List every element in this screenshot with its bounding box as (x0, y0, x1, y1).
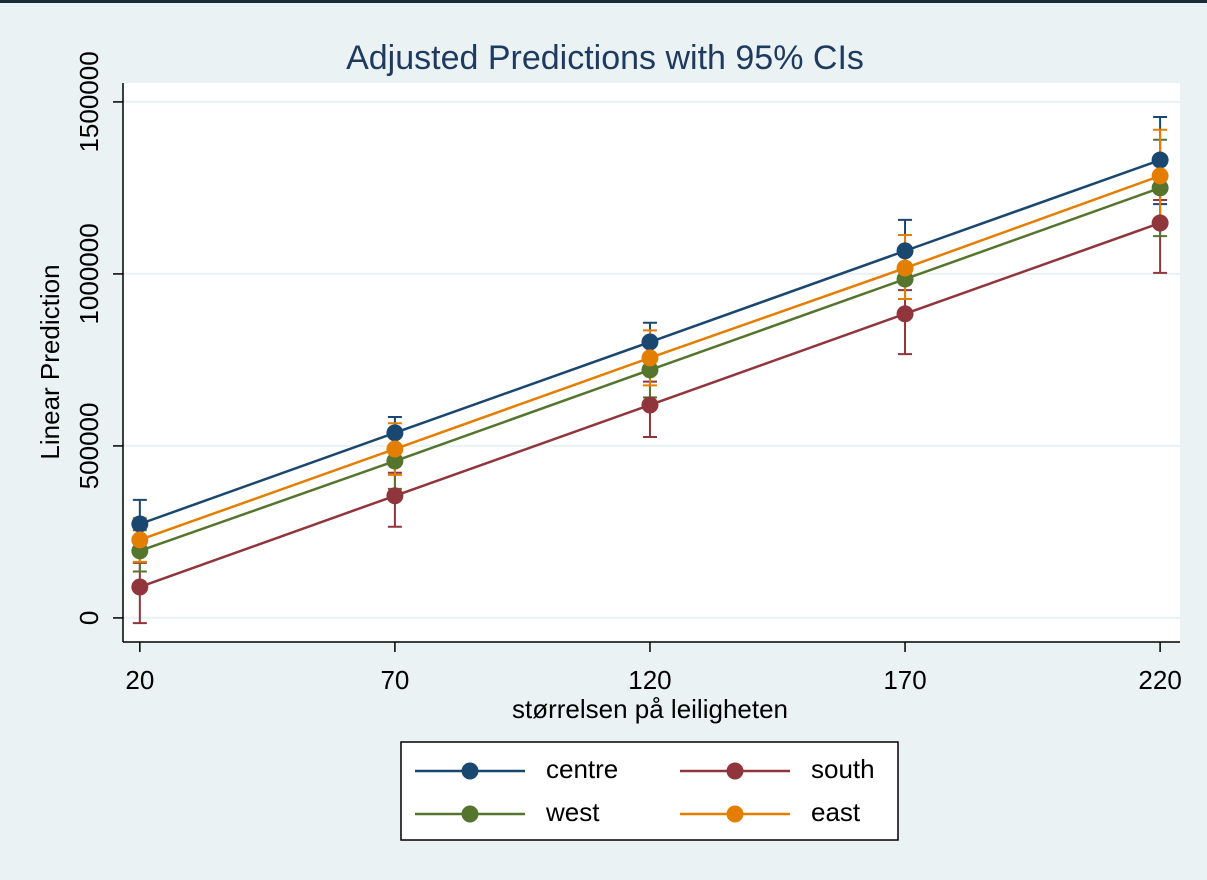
y-tick-label: 1500000 (74, 51, 104, 152)
point (896, 259, 914, 277)
y-axis-label: Linear Prediction (35, 264, 65, 459)
point (131, 515, 149, 533)
point (386, 424, 404, 442)
y-tick-label: 1000000 (74, 223, 104, 324)
legend-marker (726, 805, 744, 823)
legend-label: south (811, 754, 875, 784)
legend-marker (461, 805, 479, 823)
point (386, 440, 404, 458)
point (641, 349, 659, 367)
legend-label: east (811, 797, 861, 827)
point (1151, 179, 1169, 197)
x-tick-label: 170 (883, 665, 926, 695)
point (386, 452, 404, 470)
x-tick-label: 70 (380, 665, 409, 695)
x-tick-label: 120 (628, 665, 671, 695)
point (641, 361, 659, 379)
point (1151, 214, 1169, 232)
y-tick-label: 0 (74, 611, 104, 625)
point (641, 333, 659, 351)
point (131, 531, 149, 549)
legend-marker (726, 762, 744, 780)
point (896, 305, 914, 323)
legend-marker (461, 762, 479, 780)
legend (400, 741, 899, 841)
chart-title: Adjusted Predictions with 95% CIs (346, 39, 864, 77)
point (131, 578, 149, 596)
x-tick-label: 20 (125, 665, 154, 695)
legend-label: centre (546, 754, 618, 784)
point (641, 396, 659, 414)
x-tick-label: 220 (1138, 665, 1181, 695)
point (386, 487, 404, 505)
point (896, 242, 914, 260)
legend-label: west (545, 797, 600, 827)
top-border (0, 0, 1207, 3)
y-tick-label: 500000 (74, 403, 104, 490)
x-axis-label: størrelsen på leiligheten (512, 694, 788, 724)
point (1151, 167, 1169, 185)
point (1151, 151, 1169, 169)
